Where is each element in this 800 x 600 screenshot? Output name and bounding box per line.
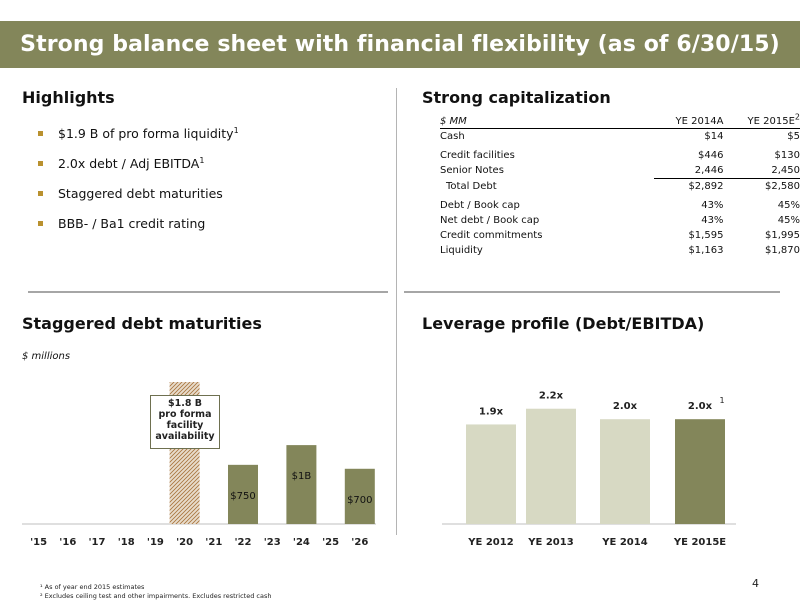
maturity-tick-label: '19 (147, 537, 164, 548)
maturity-tick-label: '17 (89, 537, 106, 548)
leverage-tick-label: YE 2013 (527, 537, 573, 548)
table-row: Credit commitments $1,595 $1,995 (440, 230, 800, 241)
maturity-tick-label: '18 (118, 537, 135, 548)
table-row: Senior Notes 2,446 2,450 (440, 163, 800, 179)
maturities-heading: Staggered debt maturities (22, 314, 262, 333)
maturity-bar-label: $1B (292, 471, 312, 482)
leverage-value-label: 2.2x (539, 391, 564, 402)
maturity-tick-label: '15 (30, 537, 47, 548)
units-label: $ millions (22, 351, 71, 362)
capitalization-heading: Strong capitalization (422, 88, 611, 107)
maturity-tick-label: '21 (205, 537, 222, 548)
bullet-square-icon (38, 131, 43, 136)
maturity-tick-label: '22 (235, 537, 252, 548)
leverage-tick-label: YE 2015E (673, 537, 726, 548)
facility-availability-callout: $1.8 B pro forma facility availability (150, 395, 220, 449)
leverage-label-superscript: 1 (719, 396, 724, 405)
units-header: $ MM (440, 114, 615, 129)
maturity-bar (286, 445, 317, 524)
highlight-item: Staggered debt maturities (38, 186, 239, 216)
col-ye2015-header: YE 2015E2 (723, 113, 800, 129)
table-row: Credit facilities $446 $130 (440, 150, 800, 161)
left-horizontal-divider (28, 291, 388, 293)
capitalization-table: $ MM YE 2014A YE 2015E2 Cash $14 $5 Cred… (440, 113, 800, 258)
maturity-tick-label: '26 (351, 537, 368, 548)
table-row: Cash $14 $5 (440, 131, 800, 142)
leverage-chart: 1.9x YE 2012 2.2x YE 2013 2.0x YE 2014 2.0x 1 YE… (442, 391, 736, 548)
footnote-1: ¹ As of year end 2015 estimates (40, 583, 145, 591)
maturity-bar-label: $700 (347, 495, 372, 506)
leverage-value-label: 2.0x (688, 401, 713, 412)
highlight-item: BBB- / Ba1 credit rating (38, 216, 239, 246)
leverage-tick-label: YE 2014 (601, 537, 647, 548)
title-banner: Strong balance sheet with financial flex… (0, 21, 800, 68)
leverage-bar (466, 424, 516, 524)
maturity-bar (228, 464, 258, 524)
right-horizontal-divider (404, 291, 780, 293)
table-header-row: $ MM YE 2014A YE 2015E2 (440, 113, 800, 129)
leverage-value-label: 2.0x (613, 401, 638, 412)
maturity-bar-label: $750 (230, 491, 255, 502)
maturity-tick-label: '20 (176, 537, 193, 548)
vertical-divider (396, 88, 397, 535)
leverage-tick-label: YE 2012 (467, 537, 513, 548)
highlights-list: $1.9 B of pro forma liquidity1 2.0x debt… (38, 126, 239, 246)
footnote-2: ² Excludes ceiling test and other impair… (40, 591, 272, 600)
page-title: Strong balance sheet with financial flex… (20, 32, 780, 57)
table-row: Net debt / Book cap 43% 45% (440, 215, 800, 226)
highlight-item: 2.0x debt / Adj EBITDA1 (38, 156, 239, 186)
page-number: 4 (752, 577, 759, 590)
leverage-heading: Leverage profile (Debt/EBITDA) (422, 314, 705, 333)
table-row: Liquidity $1,163 $1,870 (440, 245, 800, 256)
maturity-tick-label: '25 (322, 537, 339, 548)
table-row: Debt / Book cap 43% 45% (440, 200, 800, 211)
bullet-square-icon (38, 161, 43, 166)
leverage-value-label: 1.9x (479, 406, 504, 417)
bullet-square-icon (38, 221, 43, 226)
maturity-tick-label: '23 (264, 537, 281, 548)
leverage-bar (675, 419, 725, 524)
maturity-tick-label: '16 (59, 537, 76, 548)
footnotes: ¹ As of year end 2015 estimates ² Exclud… (40, 583, 271, 600)
maturity-bar (344, 468, 375, 524)
table-row: Total Debt $2,892 $2,580 (446, 180, 800, 192)
highlight-item: $1.9 B of pro forma liquidity1 (38, 126, 239, 156)
maturity-tick-label: '24 (293, 537, 310, 548)
highlights-heading: Highlights (22, 88, 115, 107)
col-ye2014-header: YE 2014A (653, 114, 724, 129)
leverage-bar (600, 419, 650, 524)
bullet-square-icon (38, 191, 43, 196)
leverage-bar (526, 408, 576, 524)
